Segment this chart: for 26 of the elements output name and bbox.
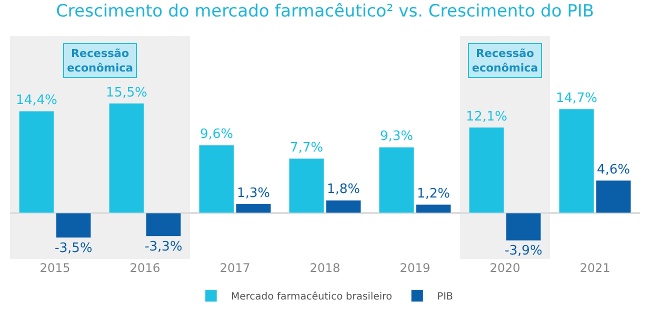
data-label: 1,8% [326, 182, 360, 198]
data-label: -3,5% [54, 240, 92, 256]
data-label: 12,1% [466, 109, 508, 124]
x-tick-label: 2020 [490, 261, 520, 275]
x-tick-label: 2015 [40, 261, 70, 275]
data-label: 14,4% [16, 93, 58, 108]
data-label: -3,9% [504, 244, 542, 259]
band-label: Recessão econômica [67, 47, 134, 74]
data-label: -3,3% [144, 239, 182, 254]
data-label: 1,2% [416, 186, 450, 202]
data-label: 9,3% [380, 129, 414, 144]
data-label: 4,6% [596, 162, 630, 178]
chart-title: Crescimento do mercado farmacêutico² vs. Crescimento do PIB [56, 2, 594, 22]
data-label: 1,3% [236, 186, 270, 201]
band-label: Recessão econômica [472, 47, 538, 74]
data-label: 7,7% [290, 140, 324, 156]
x-tick-label: 2021 [580, 261, 610, 275]
data-label: 15,5% [106, 85, 148, 100]
x-tick-label: 2018 [310, 261, 340, 275]
data-label: 14,7% [556, 90, 598, 106]
legend-label: PIB [437, 292, 454, 303]
x-tick-label: 2016 [130, 261, 160, 275]
legend-label: Mercado farmacêutico brasileiro [231, 292, 392, 303]
x-tick-label: 2019 [400, 261, 430, 275]
x-tick-label: 2017 [220, 261, 250, 275]
data-label: 9,6% [200, 127, 234, 142]
